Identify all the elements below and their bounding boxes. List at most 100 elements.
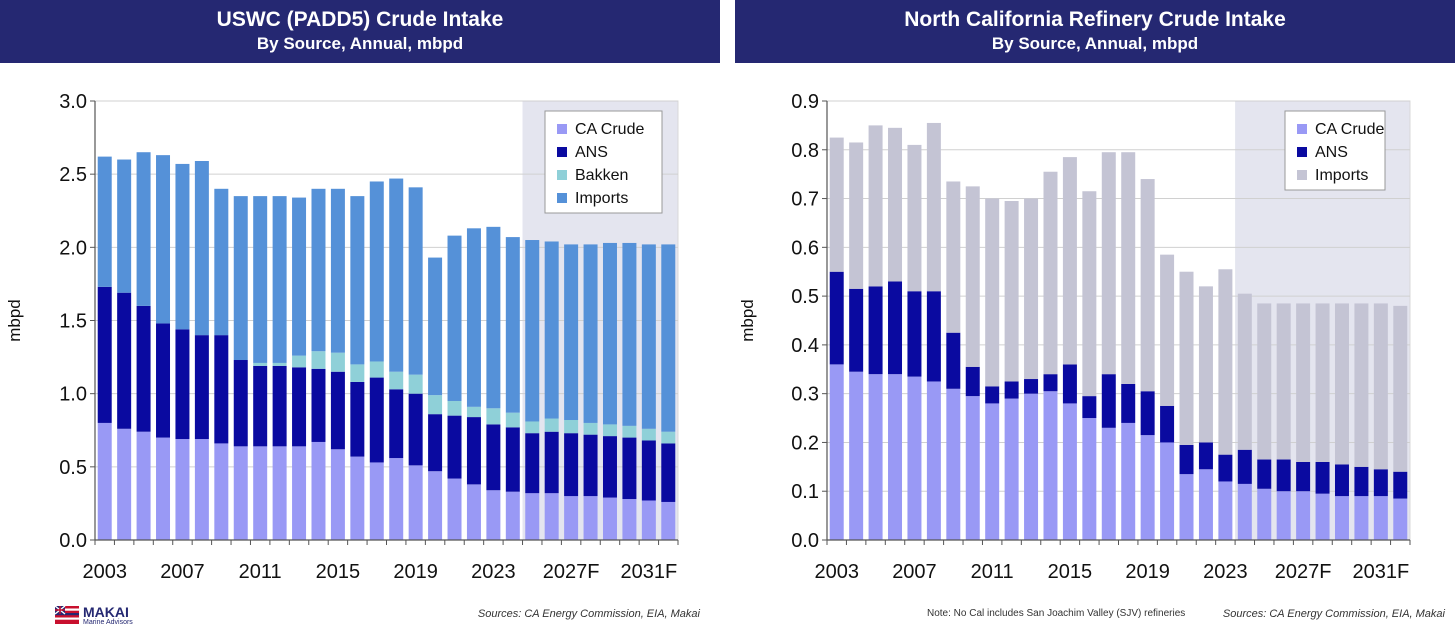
bar-ca-crude-2015 xyxy=(330,449,345,540)
bar-ans-2010 xyxy=(965,366,980,397)
left-chart-source: Sources: CA Energy Commission, EIA, Maka… xyxy=(477,608,700,620)
bar-ca-crude-2027f xyxy=(564,496,579,540)
bar-bakken-2013 xyxy=(292,355,307,368)
bar-ans-2021 xyxy=(447,415,462,479)
y-tick-label: 0.7 xyxy=(791,189,819,211)
bar-ca-crude-2011 xyxy=(985,403,1000,540)
bar-ca-crude-2003 xyxy=(829,364,844,540)
bar-ans-2004 xyxy=(117,292,132,429)
bar-ans-2024 xyxy=(505,427,520,492)
y-tick-label: 0.9 xyxy=(791,91,819,113)
bar-imports-2025 xyxy=(1257,303,1272,460)
bar-imports-2007 xyxy=(907,144,922,292)
legend-label: Imports xyxy=(575,190,628,207)
bar-imports-2012 xyxy=(1004,200,1019,382)
bar-ans-2011 xyxy=(253,365,268,447)
bar-ca-crude-2013 xyxy=(292,446,307,540)
bar-ans-2019 xyxy=(408,393,423,466)
bar-imports-2014 xyxy=(311,188,326,352)
bar-ca-crude-2012 xyxy=(1004,398,1019,540)
x-tick-label: 2011 xyxy=(239,561,282,583)
bar-ca-crude-2027f xyxy=(1296,491,1311,540)
bar-ca-crude-2016 xyxy=(350,456,365,540)
bar-ca-crude-2031f xyxy=(1373,496,1388,540)
bar-imports-2009 xyxy=(214,188,229,336)
legend-label: CA Crude xyxy=(1315,121,1384,138)
y-tick-label: 0.2 xyxy=(791,432,819,454)
bar-ans-2003 xyxy=(829,271,844,365)
bar-ca-crude-2019 xyxy=(1140,435,1155,540)
bar-imports-2008 xyxy=(926,122,941,292)
x-tick-label: 2015 xyxy=(1048,561,1093,583)
bar-imports-2012 xyxy=(272,196,287,363)
y-tick-label: 0.1 xyxy=(791,481,819,503)
bar-ca-crude-2021 xyxy=(447,478,462,540)
bar-ca-crude-2023 xyxy=(1218,481,1233,540)
bar-imports-2020 xyxy=(428,257,443,396)
bar-ans-2014 xyxy=(1043,374,1058,392)
bar-ca-crude-2028 xyxy=(583,496,598,540)
bar-ans-2004 xyxy=(849,288,864,372)
bar-ca-crude-2021 xyxy=(1179,474,1194,540)
x-tick-label: 2011 xyxy=(971,561,1014,583)
bar-ca-crude-2026 xyxy=(1276,491,1291,540)
legend-swatch-imports xyxy=(557,193,567,203)
right-chart-subtitle: By Source, Annual, mbpd xyxy=(991,34,1199,53)
x-tick-label: 2027F xyxy=(543,561,600,583)
y-tick-label: 1.0 xyxy=(59,384,87,406)
y-axis-label: mbpd xyxy=(738,299,757,342)
y-tick-label: 0.0 xyxy=(59,530,87,552)
bar-ca-crude-2006 xyxy=(888,374,903,540)
x-tick-label: 2003 xyxy=(814,561,859,583)
y-tick-label: 0.0 xyxy=(791,530,819,552)
bar-ans-2020 xyxy=(428,414,443,472)
x-tick-label: 2007 xyxy=(160,561,205,583)
legend-label: CA Crude xyxy=(575,121,644,138)
bar-bakken-2027f xyxy=(564,420,579,434)
bar-ans-2006 xyxy=(888,281,903,375)
bar-ans-2021 xyxy=(1179,444,1194,475)
bar-bakken-2025 xyxy=(525,421,540,434)
bar-ans-2030 xyxy=(1354,466,1369,497)
legend-label: Bakken xyxy=(575,167,628,184)
bar-ans-2008 xyxy=(926,291,941,382)
bar-ans-2027f xyxy=(564,433,579,497)
bar-ca-crude-2020 xyxy=(1160,442,1175,540)
bar-ans-2017 xyxy=(369,377,384,463)
y-tick-label: 0.4 xyxy=(791,335,819,357)
bar-bakken-2016 xyxy=(350,364,365,382)
bar-imports-2007 xyxy=(175,163,190,330)
bar-ca-crude-2018 xyxy=(1121,422,1136,540)
left-chart-header: USWC (PADD5) Crude Intake By Source, Ann… xyxy=(0,0,720,63)
bar-bakken-2019 xyxy=(408,374,423,394)
bar-imports-2013 xyxy=(292,197,307,356)
x-tick-label: 2019 xyxy=(393,561,438,583)
y-tick-label: 2.5 xyxy=(59,164,87,186)
makai-logo: MAKAI Marine Advisors xyxy=(55,604,175,628)
x-tick-label: 2023 xyxy=(1203,561,1248,583)
bar-imports-2026 xyxy=(1276,303,1291,460)
bar-bakken-2026 xyxy=(544,418,559,432)
bar-imports-2029 xyxy=(1334,303,1349,465)
y-tick-label: 0.5 xyxy=(59,457,87,479)
bar-ca-crude-2014 xyxy=(1043,391,1058,540)
bar-ans-2007 xyxy=(175,329,190,440)
bar-imports-2025 xyxy=(525,240,540,422)
legend-swatch-ans xyxy=(557,147,567,157)
bar-ans-2032 xyxy=(661,443,676,502)
legend-swatch-imports xyxy=(1297,170,1307,180)
bar-ca-crude-2008 xyxy=(926,381,941,540)
bar-imports-2019 xyxy=(408,187,423,375)
right-chart: 0.0 0.1 0.2 0.3 0.4 0.5 0.6 0.7 0.8 0.9 2003 2007 20… xyxy=(738,91,1411,583)
bar-bakken-2018 xyxy=(389,371,404,390)
bar-bakken-2024 xyxy=(505,412,520,428)
bar-ca-crude-2020 xyxy=(428,471,443,540)
y-tick-label: 0.5 xyxy=(791,286,819,308)
left-chart-subtitle: By Source, Annual, mbpd xyxy=(256,34,464,53)
legend-label: ANS xyxy=(575,144,608,161)
bar-ans-2031f xyxy=(641,440,656,501)
bar-ca-crude-2031f xyxy=(641,500,656,540)
bar-imports-2017 xyxy=(1101,152,1116,375)
bar-imports-2032 xyxy=(661,244,676,432)
bar-ans-2029 xyxy=(1334,464,1349,497)
